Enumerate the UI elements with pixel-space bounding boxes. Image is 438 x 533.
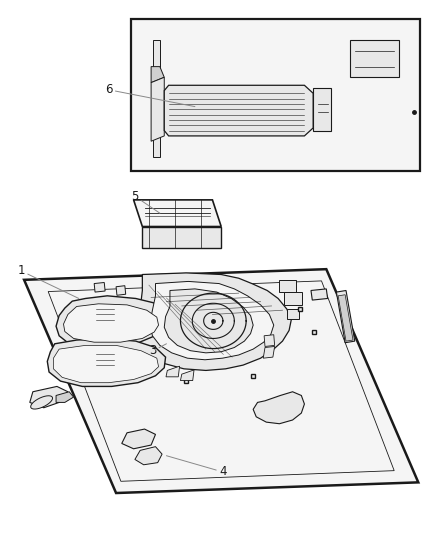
Polygon shape	[64, 304, 159, 342]
Text: 5: 5	[131, 190, 160, 213]
Polygon shape	[153, 40, 160, 157]
Polygon shape	[151, 77, 164, 141]
Polygon shape	[166, 366, 180, 377]
Polygon shape	[336, 290, 355, 343]
Polygon shape	[263, 346, 275, 358]
Polygon shape	[313, 88, 331, 131]
Polygon shape	[164, 85, 313, 136]
Polygon shape	[116, 286, 126, 295]
Polygon shape	[264, 335, 275, 346]
Text: 1: 1	[18, 264, 79, 298]
Text: 3: 3	[149, 344, 166, 358]
Polygon shape	[142, 227, 221, 248]
Polygon shape	[134, 273, 291, 370]
Polygon shape	[47, 338, 166, 386]
Polygon shape	[122, 429, 155, 449]
Polygon shape	[253, 392, 304, 424]
Polygon shape	[350, 40, 399, 77]
Polygon shape	[150, 281, 274, 360]
Polygon shape	[30, 386, 68, 408]
Text: 4: 4	[166, 456, 226, 479]
Text: 6: 6	[105, 83, 195, 107]
Polygon shape	[134, 200, 221, 227]
Polygon shape	[31, 396, 53, 409]
Polygon shape	[56, 296, 166, 348]
Polygon shape	[151, 67, 164, 83]
Polygon shape	[135, 447, 162, 465]
Polygon shape	[24, 269, 418, 493]
Bar	[279, 280, 296, 292]
Bar	[287, 309, 299, 319]
Polygon shape	[94, 282, 105, 292]
Polygon shape	[164, 289, 253, 353]
Polygon shape	[311, 289, 328, 300]
Polygon shape	[53, 345, 159, 383]
Polygon shape	[56, 392, 74, 402]
Polygon shape	[338, 295, 353, 341]
Polygon shape	[180, 370, 194, 381]
Polygon shape	[131, 19, 420, 171]
Bar	[284, 292, 302, 305]
